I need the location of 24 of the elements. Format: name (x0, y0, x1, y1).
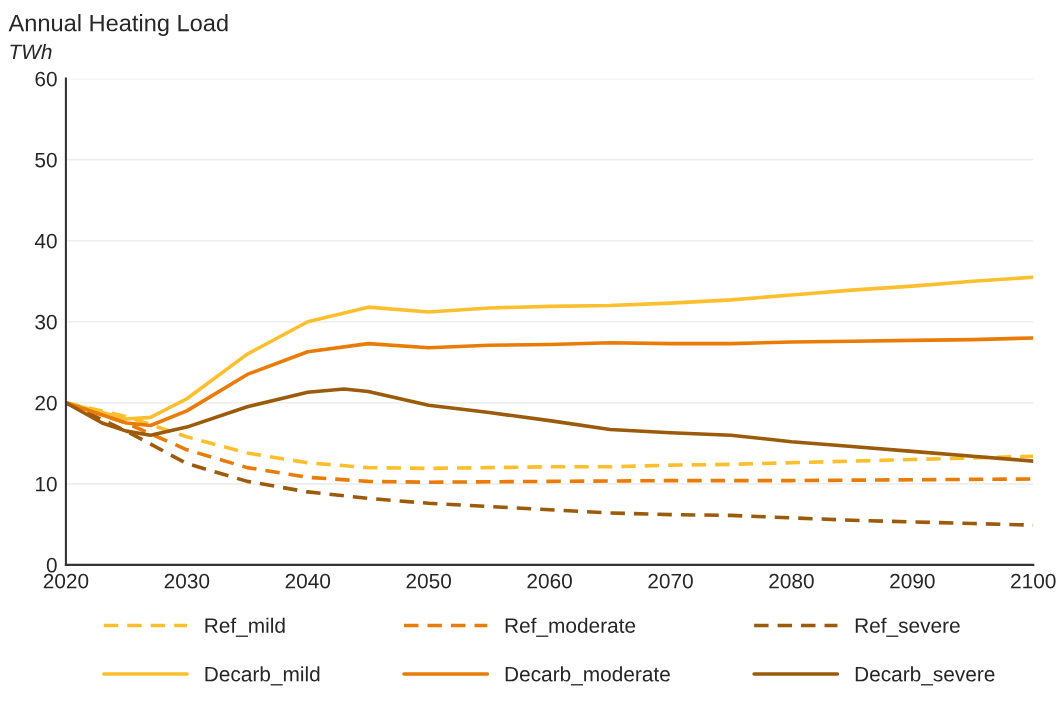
legend-label: Decarb_moderate (505, 666, 670, 686)
x-tick-label: 2090 (890, 573, 935, 589)
x-tick-label: 2020 (43, 573, 89, 589)
y-tick-label: 20 (35, 395, 57, 411)
x-tick-label: 2040 (285, 573, 331, 589)
x-tick-label: 2030 (164, 573, 210, 589)
y-tick-label: 50 (35, 152, 57, 168)
legend-label: Ref_severe (855, 617, 960, 637)
chart-title: Annual Heating Load (8, 14, 228, 37)
y-tick-label: 40 (34, 233, 57, 249)
y-tick-label: 30 (35, 314, 57, 330)
y-tick-label: 60 (35, 71, 57, 87)
x-tick-label: 2080 (769, 573, 814, 589)
x-tick-label: 2100 (1011, 573, 1056, 589)
x-tick-label: 2050 (406, 573, 452, 589)
legend-label: Decarb_severe (855, 666, 995, 686)
legend-label: Decarb_mild (205, 666, 320, 686)
x-tick-label: 2060 (527, 573, 572, 589)
y-tick-label: 0 (46, 557, 57, 573)
x-tick-label: 2070 (648, 573, 693, 589)
y-axis-title: TWh (10, 43, 52, 60)
legend-label: Ref_moderate (505, 617, 636, 637)
legend-label: Ref_mild (205, 617, 285, 637)
y-tick-label: 10 (35, 476, 57, 492)
